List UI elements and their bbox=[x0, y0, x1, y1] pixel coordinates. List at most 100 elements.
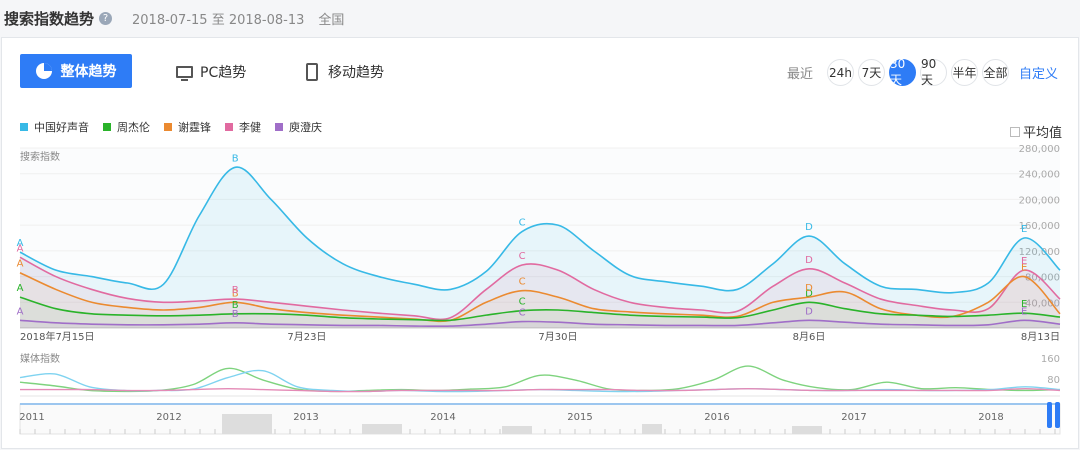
legend-item[interactable]: 庾澄庆 bbox=[275, 119, 322, 135]
y-tick-label: 240,000 bbox=[1019, 170, 1060, 181]
mobile-trend-tab[interactable]: 移动趋势 bbox=[306, 62, 384, 82]
phone-icon bbox=[306, 63, 318, 81]
period-label: 最近 bbox=[786, 67, 813, 82]
x-tick-label: 8月13日 bbox=[1021, 331, 1060, 343]
timeline-year-label: 2013 bbox=[293, 412, 318, 423]
annotation-marker: C bbox=[519, 277, 526, 288]
y-tick-label: 280,000 bbox=[1019, 144, 1060, 155]
timeline-year-label: 2012 bbox=[156, 412, 181, 423]
page-title: 搜索指数趋势 bbox=[4, 9, 95, 28]
annotation-marker: A bbox=[17, 243, 24, 254]
overall-trend-button[interactable]: 整体趋势 bbox=[20, 54, 132, 88]
y-tick-label: 160,000 bbox=[1019, 221, 1060, 232]
average-label: 平均值 bbox=[1022, 126, 1062, 141]
timeline-volume bbox=[792, 426, 822, 434]
y-tick-label: 200,000 bbox=[1019, 195, 1060, 206]
x-tick-label: 7月30日 bbox=[538, 331, 577, 343]
annotation-marker: D bbox=[805, 283, 813, 294]
top-bar: 搜索指数趋势 ? 2018-07-15 至 2018-08-13 全国 bbox=[0, 0, 1080, 36]
series-area-0 bbox=[20, 167, 1060, 328]
plot-background bbox=[20, 148, 1060, 328]
annotation-marker: A bbox=[17, 283, 24, 294]
period-all[interactable]: 全部 bbox=[981, 59, 1009, 86]
annotation-marker: E bbox=[1021, 256, 1027, 267]
y-tick-label: 80,000 bbox=[1025, 273, 1060, 284]
y-tick-label: 120,000 bbox=[1019, 247, 1060, 258]
legend-item[interactable]: 李健 bbox=[225, 119, 261, 135]
period-24h[interactable]: 24h bbox=[826, 59, 854, 86]
timeline-year-label: 2018 bbox=[978, 412, 1003, 423]
overall-trend-label: 整体趋势 bbox=[60, 64, 117, 80]
timeline-handle-right[interactable] bbox=[1055, 402, 1060, 428]
average-toggle[interactable]: 平均值 bbox=[1009, 122, 1062, 141]
timeline-year-label: 2014 bbox=[430, 412, 455, 423]
question-icon[interactable]: ? bbox=[99, 11, 113, 25]
series-line-4 bbox=[19, 319, 1061, 328]
chart-legend: 中国好声音 周杰伦 谢霆锋 李健 庾澄庆 bbox=[20, 119, 336, 135]
media-axis-label: 媒体指数 bbox=[20, 352, 60, 365]
media-series-line bbox=[19, 365, 1061, 393]
annotation-marker: D bbox=[805, 255, 813, 266]
date-range: 2018-07-15 至 2018-08-13 bbox=[132, 12, 305, 28]
series-area-4 bbox=[20, 320, 1060, 328]
series-line-3 bbox=[19, 256, 1061, 321]
mobile-trend-label: 移动趋势 bbox=[328, 65, 384, 81]
pie-chart-icon bbox=[35, 63, 52, 79]
legend-item[interactable]: 谢霆锋 bbox=[164, 119, 211, 135]
timeline-volume bbox=[502, 426, 532, 434]
annotation-marker: B bbox=[232, 288, 239, 299]
period-30d[interactable]: 30天 bbox=[888, 57, 916, 87]
timeline-volume bbox=[222, 414, 272, 434]
annotation-marker: A bbox=[17, 238, 24, 249]
media-y-tick-label: 160 bbox=[1041, 354, 1060, 365]
legend-item[interactable]: 周杰伦 bbox=[103, 119, 150, 135]
pc-trend-label: PC趋势 bbox=[200, 65, 247, 81]
annotation-marker: B bbox=[232, 153, 239, 164]
annotation-marker: D bbox=[805, 288, 813, 299]
timeline-year-label: 2011 bbox=[19, 412, 44, 423]
media-y-tick-label: 80 bbox=[1047, 375, 1060, 386]
annotation-marker: A bbox=[17, 259, 24, 270]
series-line-1 bbox=[19, 296, 1061, 322]
timeline-volume bbox=[642, 424, 662, 434]
period-selector: 最近 24h 7天 30天 90天 半年 全部 自定义 bbox=[786, 57, 1058, 87]
timeline-year-label: 2015 bbox=[567, 412, 592, 423]
timeline-handle-left[interactable] bbox=[1047, 402, 1052, 428]
annotation-marker: E bbox=[1021, 224, 1027, 235]
annotation-marker: E bbox=[1021, 263, 1027, 274]
annotation-marker: C bbox=[519, 218, 526, 229]
region-label: 全国 bbox=[318, 12, 345, 28]
timeline-track bbox=[19, 403, 1061, 435]
annotation-marker: C bbox=[519, 251, 526, 262]
average-checkbox[interactable] bbox=[1009, 126, 1020, 137]
x-tick-label: 7月23日 bbox=[287, 331, 326, 343]
annotation-marker: B bbox=[232, 285, 239, 296]
y-axis-label: 搜索指数 bbox=[20, 150, 60, 163]
timeline-year-label: 2017 bbox=[841, 412, 866, 423]
series-line-0 bbox=[19, 166, 1061, 294]
custom-period-link[interactable]: 自定义 bbox=[1018, 67, 1058, 82]
trend-chart: 280,000 240,000 200,000 160,000 120,000 80,00… bbox=[17, 144, 1061, 435]
annotation-marker: E bbox=[1021, 299, 1027, 310]
annotation-marker: C bbox=[519, 297, 526, 308]
pc-trend-tab[interactable]: PC趋势 bbox=[176, 62, 246, 82]
monitor-icon bbox=[176, 66, 193, 81]
x-tick-label: 2018年7月15日 bbox=[20, 330, 95, 343]
annotation-marker: B bbox=[232, 309, 239, 320]
legend-item[interactable]: 中国好声音 bbox=[20, 119, 89, 135]
annotation-marker: D bbox=[805, 222, 813, 233]
timeline-year-label: 2016 bbox=[704, 412, 729, 423]
series-line-2 bbox=[19, 271, 1061, 323]
annotation-marker: A bbox=[17, 306, 24, 317]
annotation-marker: E bbox=[1021, 306, 1027, 317]
timeline-volume bbox=[362, 424, 402, 434]
x-tick-label: 8月6日 bbox=[793, 331, 826, 343]
annotation-marker: C bbox=[519, 308, 526, 319]
period-7d[interactable]: 7天 bbox=[857, 59, 885, 86]
annotation-marker: B bbox=[232, 300, 239, 311]
annotation-marker: D bbox=[805, 306, 813, 317]
trend-panel: 整体趋势 PC趋势 移动趋势 最近 24h 7天 30天 90天 半年 全部 自… bbox=[1, 37, 1079, 449]
y-tick-label: 40,000 bbox=[1025, 298, 1060, 309]
media-series-line bbox=[19, 387, 1061, 393]
period-half-year[interactable]: 半年 bbox=[950, 59, 978, 86]
